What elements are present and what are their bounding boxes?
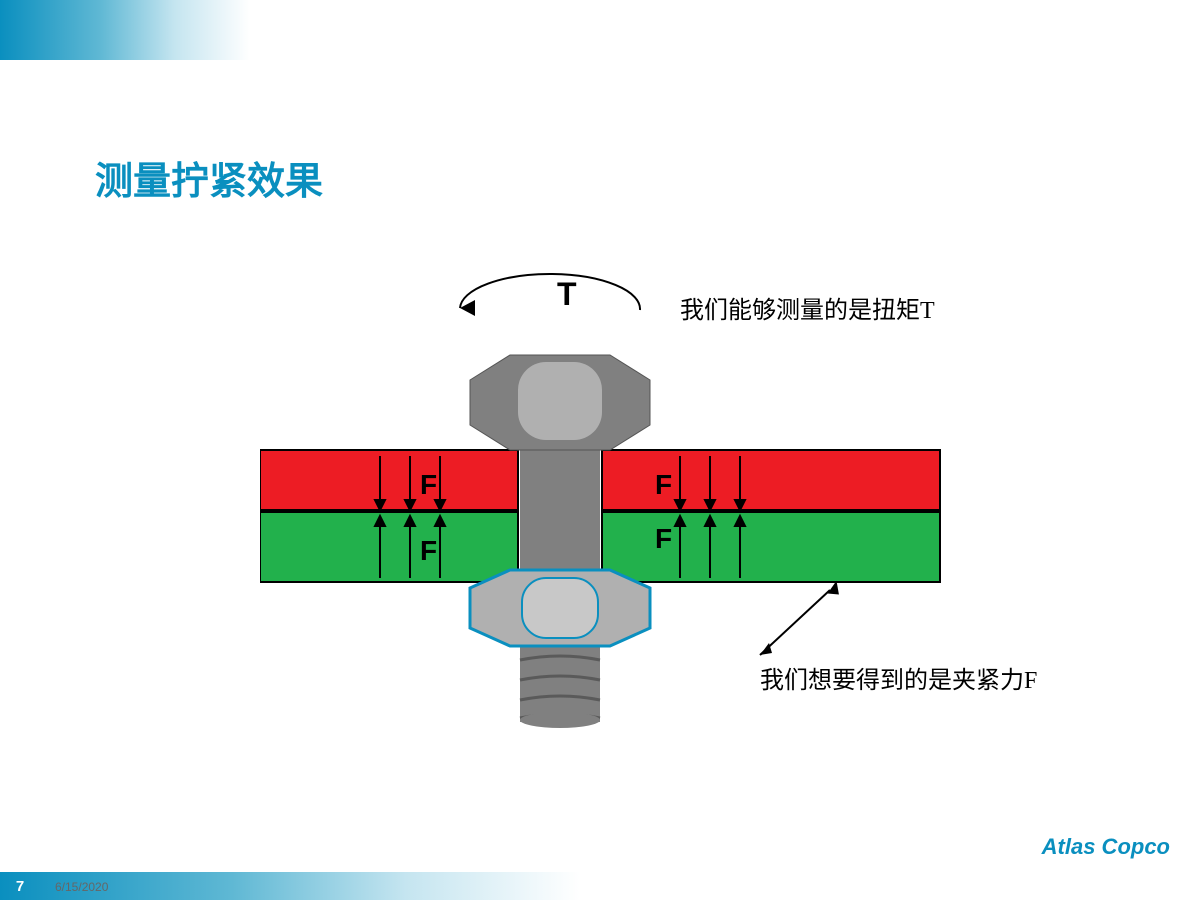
torque-arc: T	[460, 274, 640, 316]
f-label-tr: F	[655, 469, 672, 500]
leader-line-force	[760, 581, 839, 655]
brand-logo: Atlas Copco	[1042, 834, 1170, 860]
f-label-tl: F	[420, 469, 437, 500]
top-gradient-bar	[0, 0, 250, 60]
bolt-diagram: T	[260, 260, 960, 730]
slide-title: 测量拧紧效果	[95, 150, 323, 205]
footer-date: 6/15/2020	[55, 880, 108, 894]
f-label-br: F	[655, 523, 672, 554]
f-label-bl: F	[420, 535, 437, 566]
torque-label: T	[557, 276, 577, 312]
bolt-head	[470, 355, 650, 450]
page-number: 7	[0, 872, 40, 900]
nut	[470, 570, 650, 646]
